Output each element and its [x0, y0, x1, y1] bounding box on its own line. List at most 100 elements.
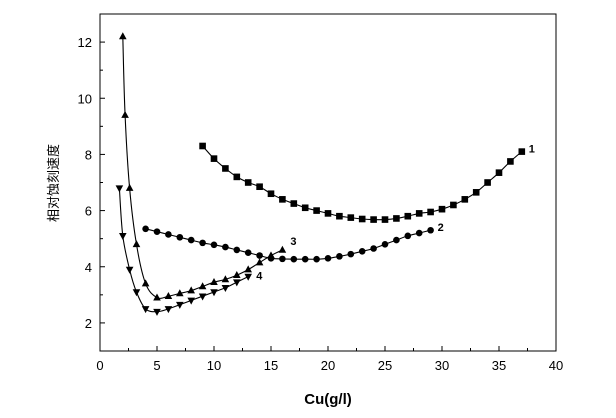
data-point: [472, 189, 480, 196]
data-point: [347, 250, 355, 258]
x-tick-label: 20: [321, 358, 335, 373]
data-point: [290, 255, 298, 263]
data-point: [199, 239, 206, 247]
data-point: [187, 297, 195, 305]
data-point: [210, 155, 218, 162]
data-point: [187, 236, 195, 244]
data-point: [404, 232, 412, 240]
x-tick-label: 0: [96, 358, 103, 373]
series-2: 2: [142, 222, 444, 263]
y-tick-label: 12: [78, 35, 92, 50]
data-point: [256, 252, 263, 259]
y-tick-label: 6: [85, 204, 92, 219]
data-point: [393, 215, 400, 222]
data-point: [233, 246, 241, 254]
data-point: [381, 240, 389, 248]
data-point: [415, 229, 423, 237]
data-point: [221, 275, 230, 283]
data-point: [244, 265, 252, 273]
data-point: [461, 196, 469, 203]
series-3: 3: [119, 32, 297, 301]
data-point: [210, 289, 218, 297]
data-point: [279, 255, 286, 263]
data-point: [393, 236, 400, 244]
data-point: [255, 258, 264, 266]
y-tick-label: 4: [85, 260, 92, 275]
data-point: [427, 208, 434, 216]
data-point: [125, 183, 134, 191]
series-label: 1: [529, 144, 535, 156]
data-point: [132, 289, 141, 297]
x-tick-label: 25: [378, 358, 392, 373]
series-line: [122, 36, 283, 299]
data-point: [313, 207, 320, 214]
x-tick-label: 40: [549, 358, 563, 373]
data-point: [495, 169, 503, 176]
data-point: [336, 253, 343, 260]
data-point: [141, 279, 150, 287]
data-point: [187, 286, 195, 294]
data-point: [244, 179, 252, 186]
data-point: [301, 204, 309, 212]
x-tick-label: 10: [207, 358, 221, 373]
data-point: [153, 308, 161, 316]
data-point: [199, 142, 206, 150]
data-point: [119, 32, 127, 40]
data-point: [450, 201, 457, 209]
data-point: [279, 196, 286, 203]
data-point: [370, 216, 377, 223]
data-point: [198, 293, 207, 301]
y-tick-label: 2: [85, 316, 92, 331]
data-point: [244, 273, 252, 281]
data-point: [256, 183, 263, 191]
data-point: [221, 285, 230, 293]
series-1: 1: [199, 142, 535, 223]
x-tick-label: 35: [492, 358, 506, 373]
data-point: [267, 190, 275, 198]
data-point: [336, 212, 343, 220]
data-point: [301, 255, 309, 263]
data-point: [324, 210, 332, 217]
data-point: [313, 255, 320, 263]
series-4: 4: [115, 185, 263, 316]
data-point: [233, 279, 241, 287]
data-point: [176, 233, 184, 241]
x-tick-label: 5: [153, 358, 160, 373]
data-point: [153, 228, 161, 235]
y-tick-label: 8: [85, 147, 92, 162]
data-point: [438, 205, 446, 213]
data-point: [222, 243, 229, 251]
data-point: [142, 225, 149, 233]
data-point: [164, 292, 173, 300]
x-axis-title: Cu(g/l): [304, 391, 351, 408]
data-point: [507, 158, 514, 165]
data-point: [484, 179, 491, 186]
data-point: [347, 214, 355, 221]
data-point: [115, 185, 124, 193]
data-point: [233, 270, 241, 278]
data-point: [518, 148, 526, 155]
series-label: 3: [290, 236, 296, 248]
data-point: [164, 306, 173, 314]
data-point: [427, 226, 434, 234]
data-point: [176, 289, 184, 297]
data-point: [370, 245, 377, 252]
data-point: [153, 293, 161, 301]
series-label: 2: [438, 222, 444, 234]
data-point: [176, 301, 184, 309]
y-tick-label: 10: [78, 91, 92, 106]
data-point: [233, 173, 241, 181]
x-tick-label: 30: [435, 358, 449, 373]
data-point: [381, 216, 389, 223]
data-point: [222, 165, 229, 172]
data-point: [244, 249, 252, 257]
series-label: 4: [256, 271, 263, 283]
data-point: [119, 233, 127, 241]
data-point: [121, 110, 129, 118]
data-point: [125, 266, 134, 274]
data-point: [198, 282, 207, 290]
data-point: [404, 212, 412, 220]
data-point: [358, 215, 366, 223]
